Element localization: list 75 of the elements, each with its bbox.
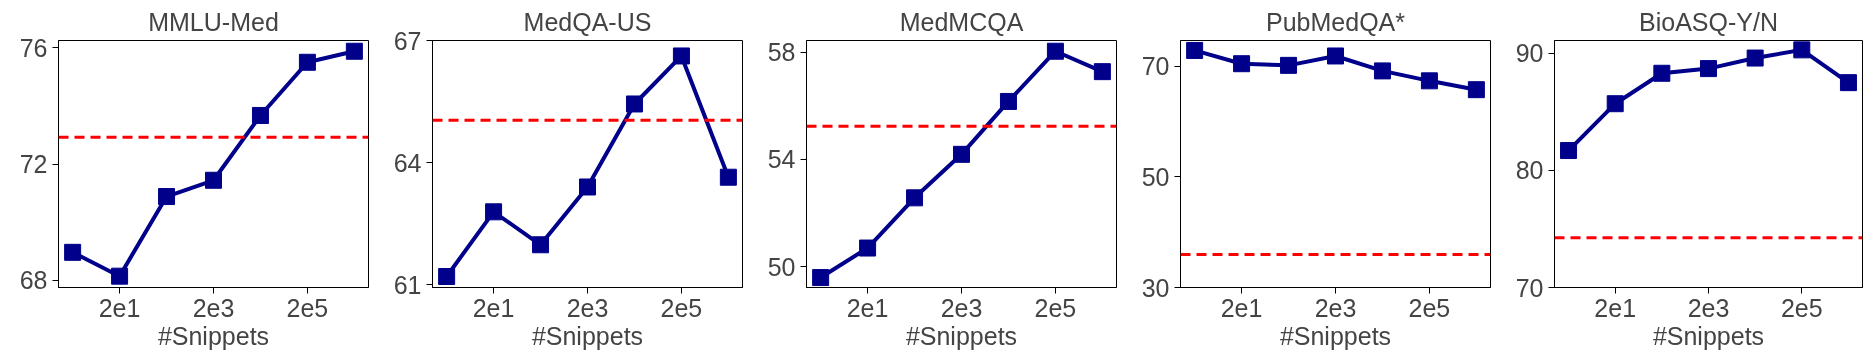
point [298, 53, 316, 71]
x-axis-title: #Snippets [905, 321, 1018, 350]
y-tick-label: 67 [393, 26, 422, 55]
point [111, 267, 129, 285]
x-axis-title: #Snippets [531, 321, 644, 350]
point [205, 171, 222, 189]
point [1233, 55, 1251, 73]
x-tick-label: 2e5 [1034, 293, 1077, 322]
x-tick-label: 2e1 [846, 293, 889, 322]
x-tick-label: 2e1 [1594, 293, 1637, 322]
point [1700, 60, 1717, 78]
y-tick-label: 70 [1515, 273, 1544, 302]
point [1839, 74, 1857, 92]
point [1606, 95, 1624, 113]
y-tick-label: 90 [1515, 39, 1544, 68]
chart-title: BioASQ-Y/N [1639, 7, 1778, 36]
point [1746, 49, 1764, 67]
x-tick-label: 2e5 [1780, 293, 1823, 322]
y-tick-label: 50 [1141, 162, 1170, 191]
x-tick-label: 2e1 [472, 293, 515, 322]
x-tick-label: 2e3 [1687, 293, 1730, 322]
x-tick-label: 2e3 [940, 293, 983, 322]
chart-title: PubMedQA* [1266, 7, 1406, 36]
point [1373, 62, 1391, 80]
point [1186, 41, 1204, 59]
x-tick-label: 2e3 [1314, 293, 1357, 322]
y-tick-label: 30 [1141, 273, 1170, 302]
point [906, 189, 924, 207]
y-tick-label: 80 [1515, 156, 1544, 185]
point [1653, 64, 1671, 82]
y-tick-label: 64 [393, 148, 422, 177]
x-tick-label: 2e3 [566, 293, 609, 322]
point [719, 168, 737, 186]
point [859, 239, 877, 257]
x-tick-label: 2e1 [98, 293, 141, 322]
point [1046, 42, 1064, 60]
y-tick-label: 54 [767, 145, 796, 174]
point [953, 145, 970, 163]
point [625, 95, 643, 113]
chart-title: MMLU-Med [148, 7, 279, 36]
y-tick-label: 58 [767, 38, 796, 67]
point [1560, 142, 1578, 160]
point [672, 47, 690, 65]
point [64, 243, 82, 261]
point [532, 236, 550, 254]
x-axis-title: #Snippets [157, 321, 270, 350]
point [251, 106, 269, 124]
y-tick-label: 61 [393, 270, 422, 299]
x-tick-label: 2e5 [286, 293, 329, 322]
x-tick-label: 2e1 [1220, 293, 1263, 322]
point [1420, 72, 1438, 90]
chart-title: MedQA-US [523, 7, 652, 36]
y-tick-label: 68 [19, 266, 48, 295]
y-tick-label: 72 [19, 150, 48, 178]
point [1467, 81, 1485, 99]
point [1280, 56, 1298, 74]
point [999, 92, 1017, 110]
y-tick-label: 70 [1141, 52, 1170, 81]
x-tick-label: 2e3 [192, 293, 235, 322]
point [1793, 41, 1811, 59]
chart-title: MedMCQA [899, 7, 1024, 36]
point [1093, 63, 1111, 81]
y-tick-label: 50 [767, 252, 796, 281]
point [1327, 47, 1344, 65]
x-axis-title: #Snippets [1279, 321, 1392, 350]
point [579, 178, 596, 196]
x-tick-label: 2e5 [1408, 293, 1451, 322]
x-axis-title: #Snippets [1652, 321, 1765, 350]
point [485, 203, 503, 221]
point [438, 268, 456, 286]
point [158, 188, 176, 206]
y-tick-label: 76 [19, 33, 48, 62]
point [812, 269, 830, 287]
point [345, 42, 363, 60]
x-tick-label: 2e5 [660, 293, 703, 322]
